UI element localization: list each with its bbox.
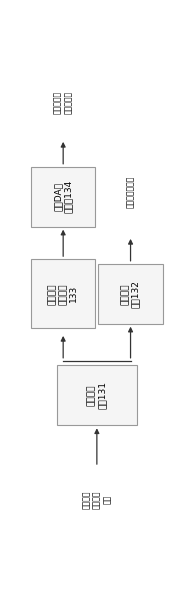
Text: 漏极调制
控制模块
133: 漏极调制 控制模块 133	[48, 283, 78, 305]
Text: 门限检测
模块132: 门限检测 模块132	[121, 280, 140, 308]
Text: 包络检波
模块131: 包络检波 模块131	[87, 382, 107, 409]
Text: 数字预处
后的基带
信号: 数字预处 后的基带 信号	[82, 490, 112, 509]
Text: 模拟漏极调
制控制信号: 模拟漏极调 制控制信号	[53, 91, 73, 113]
Bar	[98, 264, 163, 324]
Text: 欠失真控制信号: 欠失真控制信号	[126, 176, 135, 208]
Bar	[57, 365, 137, 425]
Bar	[31, 259, 95, 328]
Bar	[31, 167, 95, 227]
Text: 第二DA转
换模块134: 第二DA转 换模块134	[53, 180, 73, 214]
